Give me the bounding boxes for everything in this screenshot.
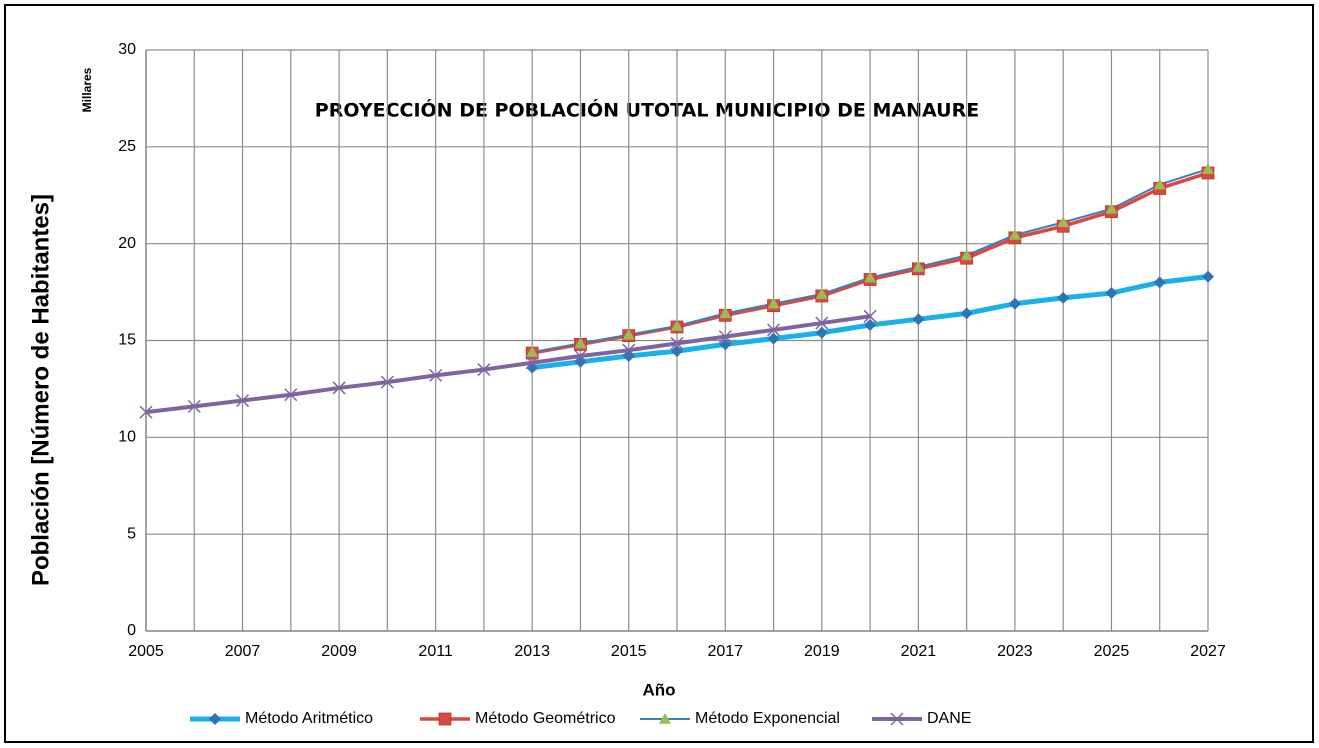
marker <box>1057 291 1070 304</box>
y-tick-label: 0 <box>127 622 136 639</box>
y-tick-label: 5 <box>127 525 136 542</box>
marker <box>659 713 671 724</box>
marker <box>912 313 925 326</box>
marker <box>380 375 394 389</box>
marker <box>622 343 636 357</box>
marker <box>767 332 780 345</box>
y-tick-label: 20 <box>118 235 136 252</box>
y-tick-label: 10 <box>118 429 136 446</box>
x-tick-label: 2009 <box>321 643 357 660</box>
marker <box>767 323 781 337</box>
marker <box>863 309 877 323</box>
marker <box>960 307 973 320</box>
marker <box>187 399 201 413</box>
marker <box>1105 202 1118 214</box>
marker <box>574 337 587 349</box>
marker <box>890 712 904 726</box>
marker <box>912 260 925 272</box>
marker <box>671 319 683 331</box>
x-tick-label: 2023 <box>997 643 1033 660</box>
marker <box>332 381 346 395</box>
marker <box>1202 270 1214 283</box>
marker <box>1153 276 1166 289</box>
marker <box>718 330 732 344</box>
x-tick-label: 2017 <box>707 643 743 660</box>
series-line <box>145 314 871 415</box>
marker <box>1105 287 1118 300</box>
marker <box>671 345 683 358</box>
x-tick-label: 2005 <box>128 643 164 660</box>
marker <box>815 326 828 339</box>
marker <box>622 328 635 340</box>
x-tick-label: 2013 <box>514 643 550 660</box>
marker <box>864 271 877 283</box>
frame <box>4 4 1314 743</box>
marker <box>525 356 539 370</box>
x-tick-label: 2019 <box>804 643 840 660</box>
x-axis-label: Año <box>642 680 675 699</box>
marker <box>1153 178 1166 190</box>
marker <box>209 713 221 725</box>
legend-label: Método Aritmético <box>245 710 373 727</box>
y-unit-label: Millares <box>80 67 94 112</box>
marker <box>1008 297 1021 310</box>
y-tick-label: 15 <box>118 332 136 349</box>
marker <box>526 346 539 357</box>
y-tick-label: 25 <box>118 138 136 155</box>
x-tick-label: 2011 <box>418 643 453 660</box>
marker <box>1057 216 1070 228</box>
y-axis-label: Población [Número de Habitantes] <box>27 194 54 586</box>
x-tick-label: 2021 <box>901 643 937 660</box>
marker <box>815 316 829 330</box>
legend-label: DANE <box>927 710 971 727</box>
x-tick-label: 2007 <box>225 643 261 660</box>
legend-label: Método Geométrico <box>475 710 616 727</box>
marker <box>864 319 877 332</box>
marker <box>719 307 732 319</box>
marker <box>573 349 587 363</box>
marker <box>719 338 732 351</box>
marker <box>139 405 153 419</box>
marker <box>526 361 539 374</box>
marker <box>1202 163 1214 174</box>
marker <box>1008 228 1021 240</box>
x-tick-label: 2027 <box>1190 643 1226 660</box>
legend-label: Método Exponencial <box>695 710 840 727</box>
marker <box>767 297 780 309</box>
marker <box>670 336 684 350</box>
marker <box>960 249 973 261</box>
marker <box>429 368 443 382</box>
marker <box>477 363 491 377</box>
x-tick-label: 2025 <box>1094 643 1130 660</box>
y-tick-label: 30 <box>118 41 136 58</box>
chart-title: PROYECCIÓN DE POBLACIÓN UTOTAL MUNICIPIO… <box>315 98 979 122</box>
x-tick-label: 2015 <box>611 643 647 660</box>
marker <box>236 394 250 408</box>
marker <box>438 712 452 726</box>
marker <box>815 288 828 299</box>
marker <box>284 388 298 402</box>
